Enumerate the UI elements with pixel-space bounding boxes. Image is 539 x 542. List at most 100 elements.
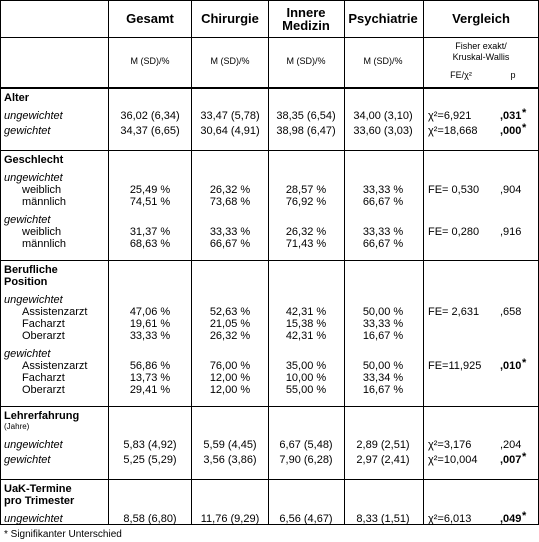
cell-value: 6,56 (4,67) — [279, 513, 333, 525]
cell-value: 42,31 % — [285, 330, 327, 342]
cell-value: 47,06 % — [129, 306, 171, 318]
rule — [0, 150, 539, 151]
cell-value: 25,49 % — [129, 184, 171, 196]
cell-value: 50,00 % — [362, 306, 404, 318]
group-label: ungewichtet — [4, 294, 63, 306]
footnote: * Signifikanter Unterschied — [4, 529, 122, 540]
section-title: Berufliche — [4, 264, 58, 276]
column-subheader: M (SD)/% — [363, 56, 403, 66]
section-subtitle: (Jahre) — [4, 422, 30, 431]
section-title: Alter — [4, 92, 30, 104]
cell-value: 21,05 % — [209, 318, 251, 330]
cell-value: 33,47 (5,78) — [200, 110, 260, 122]
column-header: Gesamt — [126, 11, 174, 26]
cell-value: 16,67 % — [362, 384, 404, 396]
cell-value: 33,33 % — [362, 318, 404, 330]
significance-mark: * — [522, 510, 527, 522]
group-label: ungewichtet — [4, 110, 63, 122]
cell-value: 68,63 % — [129, 238, 171, 250]
group-label: ungewichtet — [4, 439, 63, 451]
test-statistic: χ²=6,921 — [428, 110, 472, 122]
test-statistic: FE= 0,530 — [428, 184, 480, 196]
test-statistic: χ²=18,668 — [428, 125, 478, 137]
group-label: gewichtet — [4, 348, 51, 360]
column-header: Vergleich — [452, 11, 510, 26]
test-statistic: χ²=10,004 — [428, 454, 478, 466]
column-subheader: M (SD)/% — [210, 56, 250, 66]
group-label: ungewichtet — [4, 172, 63, 184]
cell-value: 16,67 % — [362, 330, 404, 342]
rule — [0, 37, 539, 38]
section-title: Lehrerfahrung — [4, 410, 80, 422]
test-name: Fisher exakt/ — [455, 41, 507, 51]
significance-mark: * — [522, 122, 527, 134]
cell-value: 3,56 (3,86) — [203, 454, 257, 466]
cell-value: 6,67 (5,48) — [279, 439, 333, 451]
group-label: gewichtet — [4, 454, 51, 466]
cell-value: 38,35 (6,54) — [276, 110, 336, 122]
p-value: ,010 — [500, 360, 522, 372]
cell-value: 55,00 % — [285, 384, 327, 396]
cell-value: 34,00 (3,10) — [353, 110, 413, 122]
row-label: Assistenzarzt — [22, 360, 88, 372]
rule — [0, 87, 539, 89]
cell-value: 12,00 % — [209, 384, 251, 396]
cell-value: 5,83 (4,92) — [123, 439, 177, 451]
cell-value: 35,00 % — [285, 360, 327, 372]
rule — [344, 0, 345, 525]
column-header: Psychiatrie — [348, 11, 418, 26]
cell-value: 66,67 % — [209, 238, 251, 250]
row-label: männlich — [22, 238, 67, 250]
p-header: p — [510, 70, 516, 80]
section-title: pro Trimester — [4, 495, 75, 507]
cell-value: 66,67 % — [362, 196, 404, 208]
significance-mark: * — [522, 451, 527, 463]
cell-value: 76,00 % — [209, 360, 251, 372]
p-value: ,049 — [500, 513, 522, 525]
group-label: ungewichtet — [4, 513, 63, 525]
row-label: Assistenzarzt — [22, 306, 88, 318]
test-statistic: FE=11,925 — [428, 360, 482, 372]
cell-value: 33,33 % — [362, 184, 404, 196]
cell-value: 2,89 (2,51) — [356, 439, 410, 451]
section-title: Geschlecht — [4, 154, 64, 166]
test-statistic: χ²=6,013 — [428, 513, 472, 525]
column-header: Medizin — [282, 17, 330, 33]
cell-value: 50,00 % — [362, 360, 404, 372]
section-title: Position — [4, 276, 48, 288]
cell-value: 30,64 (4,91) — [200, 125, 260, 137]
p-value: ,204 — [500, 439, 522, 451]
cell-value: 8,33 (1,51) — [356, 513, 410, 525]
cell-value: 73,68 % — [209, 196, 251, 208]
cell-value: 10,00 % — [285, 372, 327, 384]
cell-value: 19,61 % — [129, 318, 171, 330]
cell-value: 76,92 % — [285, 196, 327, 208]
cell-value: 52,63 % — [209, 306, 251, 318]
group-label: gewichtet — [4, 214, 51, 226]
rule — [0, 0, 1, 525]
cell-value: 33,33 % — [362, 226, 404, 238]
cell-value: 11,76 (9,29) — [200, 513, 260, 525]
group-label: gewichtet — [4, 125, 51, 137]
cell-value: 26,32 % — [209, 330, 251, 342]
rule — [0, 260, 539, 261]
cell-value: 71,43 % — [285, 238, 327, 250]
rule — [423, 0, 424, 525]
cell-value: 36,02 (6,34) — [120, 110, 180, 122]
cell-value: 33,33 % — [209, 226, 251, 238]
cell-value: 42,31 % — [285, 306, 327, 318]
column-header: Chirurgie — [201, 11, 259, 26]
cell-value: 13,73 % — [129, 372, 171, 384]
test-statistic: χ²=3,176 — [428, 439, 472, 451]
p-value: ,000 — [500, 125, 522, 137]
cell-value: 33,34 % — [362, 372, 404, 384]
cell-value: 8,58 (6,80) — [123, 513, 177, 525]
cell-value: 33,60 (3,03) — [353, 125, 413, 137]
cell-value: 26,32 % — [285, 226, 327, 238]
cell-value: 56,86 % — [129, 360, 171, 372]
rule — [0, 406, 539, 407]
row-label: weiblich — [22, 184, 62, 196]
p-value: ,007 — [500, 454, 522, 466]
cell-value: 2,97 (2,41) — [356, 454, 410, 466]
